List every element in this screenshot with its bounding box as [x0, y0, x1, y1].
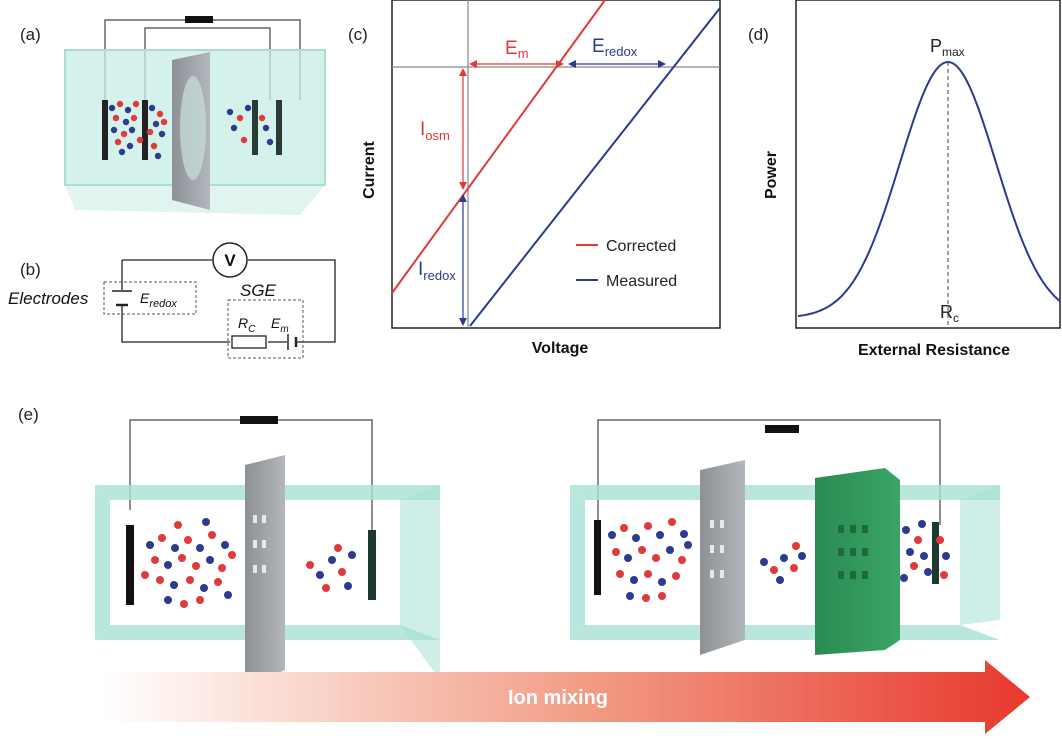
rc-circuit-label: RC [238, 315, 256, 335]
electrode-e-right-1 [594, 520, 601, 595]
ion-mixing-label: Ion mixing [508, 687, 608, 709]
eredox-label: Eredox [592, 36, 638, 59]
sge-label: SGE [240, 281, 277, 300]
electrode-a-right1 [252, 100, 258, 155]
membrane-e-right-green [815, 468, 900, 655]
panel-label-a: (a) [20, 25, 41, 44]
panel-a-cell [64, 16, 326, 215]
electrode-a-mid [142, 100, 148, 160]
chart-c [391, 0, 721, 329]
resistor-rc [231, 335, 267, 349]
resistor-e-left [240, 416, 278, 424]
resistor-a [185, 16, 213, 23]
electrode-a-right2 [276, 100, 282, 155]
ions-a-left [108, 100, 168, 160]
chart-c-ylabel: Current [361, 140, 378, 198]
rc-label: Rc [940, 302, 959, 325]
electrode-e-left-2 [368, 530, 376, 600]
panel-label-e: (e) [18, 405, 39, 424]
voltmeter-label: V [224, 251, 236, 270]
electrode-a-left [102, 100, 108, 160]
electrode-e-left-1 [126, 525, 134, 605]
chart-d-ylabel: Power [763, 151, 780, 199]
panel-label-d: (d) [748, 25, 769, 44]
corrected-line [391, 0, 606, 294]
panel-e-left-cell [95, 416, 440, 690]
chart-d-frame [795, 0, 1061, 329]
voltmeter-icon [212, 242, 248, 278]
sge-box [227, 299, 304, 359]
legend-measured-label: Measured [606, 273, 677, 290]
em-circuit-label: Em [271, 315, 289, 335]
ions-e-right-1 [608, 518, 692, 602]
membrane-window-a [180, 76, 206, 180]
legend-corrected-label: Corrected [606, 238, 676, 255]
power-curve [797, 60, 1061, 318]
iredox-label: Iredox [418, 259, 456, 283]
electrode-e-right-2 [932, 522, 939, 584]
chart-d-xlabel: External Resistance [858, 342, 1010, 359]
ions-a-right [226, 104, 274, 146]
ions-e-right-2 [760, 542, 806, 584]
pmax-label: Pmax [930, 36, 965, 59]
ions-e-left-2 [306, 544, 356, 592]
chart-d [795, 0, 1061, 329]
chart-c-xlabel: Voltage [532, 340, 589, 357]
ions-e-left-1 [141, 518, 236, 608]
em-label: Em [505, 38, 529, 61]
membrane-e-right-gray [700, 460, 745, 655]
panel-b-circuit [103, 242, 336, 359]
e-redox-label: Eredox [140, 290, 177, 310]
panel-label-c: (c) [348, 25, 368, 44]
electrodes-label: Electrodes [8, 289, 89, 308]
electrodes-box [103, 281, 197, 315]
panel-label-b: (b) [20, 260, 41, 279]
measured-line [469, 7, 721, 327]
ions-e-right-3 [900, 520, 950, 582]
iosm-label: Iosm [420, 119, 450, 143]
chart-c-frame [391, 0, 721, 329]
ion-mixing-arrow [105, 660, 1030, 734]
resistor-e-right [765, 425, 799, 433]
panel-e-right-cell [570, 419, 1000, 655]
